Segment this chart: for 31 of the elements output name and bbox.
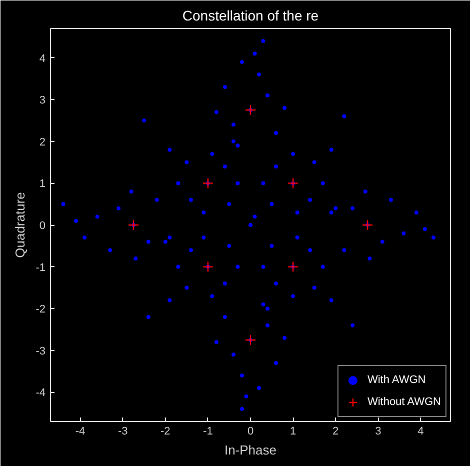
- x-tick-label: 1: [290, 426, 296, 438]
- x-tick-label: -4: [75, 426, 86, 438]
- y-tick-label: 0: [39, 220, 46, 232]
- point: [128, 219, 140, 231]
- point: [287, 178, 299, 189]
- y-tick-label: -4: [36, 387, 46, 400]
- y-tick-label: -1: [36, 262, 46, 274]
- x-tick-label: 3: [375, 426, 382, 438]
- point: [202, 178, 214, 189]
- point: [244, 104, 256, 116]
- point: [244, 334, 256, 346]
- y-tick-label: -3: [36, 345, 46, 358]
- x-axis-title: In-Phase: [224, 442, 277, 458]
- y-tick-label: 2: [39, 136, 46, 148]
- x-tick-label: 4: [418, 426, 424, 438]
- point: [287, 261, 299, 272]
- legend-label: Without AWGN: [367, 396, 441, 408]
- y-tick-label: 4: [39, 52, 46, 65]
- y-tick-label: -2: [36, 304, 46, 316]
- x-tick-label: -3: [118, 426, 128, 438]
- x-tick-label: -2: [160, 426, 170, 438]
- x-tick-label: 0: [247, 426, 254, 438]
- y-axis-title: Quadrature: [12, 192, 28, 258]
- x-tick-label: -1: [203, 426, 213, 438]
- x-tick-label: 2: [332, 426, 339, 438]
- point: [202, 261, 214, 272]
- y-tick-label: 3: [39, 94, 46, 107]
- chart-title: Constellation of the re: [182, 8, 319, 24]
- y-tick-label: 1: [39, 178, 46, 190]
- legend-label: With AWGN: [367, 374, 426, 386]
- point: [362, 219, 374, 231]
